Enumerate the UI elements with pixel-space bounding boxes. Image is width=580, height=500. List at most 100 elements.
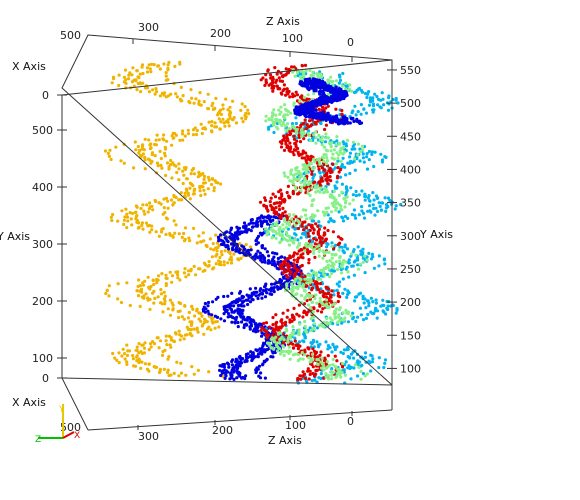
- data-point: [304, 127, 308, 131]
- data-point: [223, 368, 227, 372]
- data-point: [249, 245, 253, 249]
- data-point: [343, 205, 347, 209]
- data-point: [314, 238, 319, 242]
- data-point: [169, 338, 174, 342]
- data-point: [125, 212, 129, 216]
- data-point: [166, 357, 170, 361]
- data-point: [260, 244, 264, 248]
- data-point: [343, 165, 347, 169]
- data-point: [283, 73, 288, 77]
- data-point: [333, 184, 337, 188]
- data-point: [300, 350, 304, 355]
- data-point: [278, 87, 282, 91]
- data-point: [149, 70, 153, 74]
- data-point: [375, 309, 380, 313]
- data-point: [340, 182, 344, 186]
- data-point: [210, 313, 214, 317]
- data-point: [291, 315, 295, 319]
- data-point: [306, 369, 310, 373]
- data-point: [171, 136, 175, 140]
- data-point: [286, 109, 290, 113]
- data-point: [336, 156, 340, 161]
- data-point: [207, 325, 211, 329]
- data-point: [312, 373, 316, 377]
- data-point: [342, 90, 346, 94]
- data-point: [356, 245, 360, 249]
- data-point: [261, 288, 266, 293]
- data-point: [124, 207, 128, 211]
- data-point: [171, 161, 175, 165]
- data-point: [363, 91, 368, 96]
- data-point: [282, 276, 286, 280]
- data-point: [132, 78, 136, 82]
- data-point: [206, 300, 211, 305]
- data-point: [364, 111, 369, 115]
- data-point: [181, 181, 185, 186]
- data-point: [307, 125, 311, 129]
- data-point: [285, 135, 289, 139]
- data-point: [186, 132, 191, 136]
- data-point: [293, 94, 297, 98]
- data-point: [212, 186, 216, 190]
- data-point: [136, 75, 140, 79]
- data-point: [147, 362, 151, 366]
- data-point: [274, 206, 278, 210]
- data-point: [345, 195, 349, 199]
- data-point: [258, 231, 262, 235]
- y-right-label-250: 250: [400, 263, 421, 276]
- data-point: [114, 145, 118, 149]
- box-bottom-back-edge: [61, 377, 393, 386]
- data-point: [197, 311, 201, 315]
- data-point: [315, 284, 319, 288]
- data-point: [159, 202, 163, 206]
- data-point: [119, 300, 124, 305]
- data-point: [338, 256, 342, 260]
- data-point: [262, 341, 266, 345]
- data-point: [338, 371, 342, 375]
- data-point: [349, 252, 354, 256]
- data-point: [149, 142, 153, 146]
- data-point: [207, 263, 211, 268]
- data-point: [296, 347, 300, 351]
- data-point: [249, 229, 253, 233]
- data-point: [329, 193, 333, 197]
- data-point: [329, 144, 333, 149]
- data-point: [143, 279, 147, 283]
- data-point: [306, 367, 310, 371]
- data-point: [157, 370, 162, 375]
- data-point: [272, 130, 276, 135]
- data-point: [349, 186, 353, 190]
- data-point: [210, 319, 214, 323]
- data-point: [244, 298, 248, 302]
- data-point: [302, 283, 306, 287]
- data-point: [183, 191, 187, 195]
- data-point: [276, 256, 280, 261]
- data-point: [192, 372, 196, 376]
- data-point: [217, 117, 221, 121]
- data-point: [394, 96, 398, 101]
- data-point: [265, 250, 269, 254]
- data-point: [192, 264, 196, 268]
- data-point: [340, 146, 344, 150]
- data-point: [317, 227, 321, 231]
- data-point: [323, 140, 328, 144]
- data-point: [206, 106, 210, 111]
- data-point: [278, 265, 282, 269]
- data-point: [339, 236, 343, 241]
- data-point: [299, 236, 303, 240]
- data-point: [317, 244, 321, 248]
- data-point: [156, 164, 160, 168]
- data-point: [164, 71, 168, 75]
- data-point: [209, 247, 213, 251]
- data-point: [254, 242, 258, 246]
- data-point: [122, 75, 126, 79]
- data-point: [323, 168, 327, 172]
- data-point: [274, 324, 278, 329]
- data-point: [399, 202, 403, 207]
- data-point: [242, 325, 246, 330]
- data-point: [181, 129, 185, 133]
- data-point: [219, 317, 223, 321]
- data-point: [211, 267, 215, 271]
- data-point: [298, 374, 302, 378]
- data-point: [330, 244, 334, 248]
